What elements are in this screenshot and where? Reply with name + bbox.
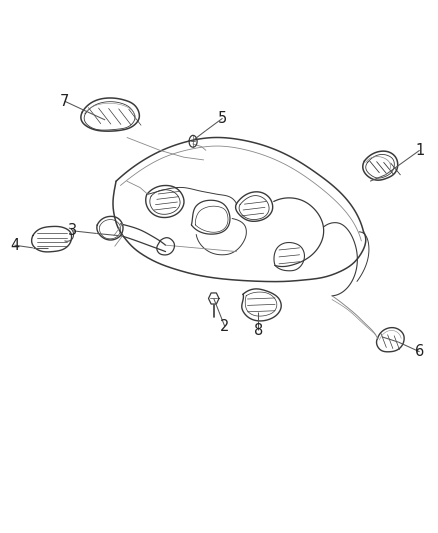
Text: 4: 4 — [10, 238, 19, 253]
Text: 6: 6 — [415, 344, 424, 359]
Text: 7: 7 — [60, 94, 70, 109]
Text: 3: 3 — [68, 223, 77, 238]
Text: 8: 8 — [254, 323, 263, 338]
Text: 2: 2 — [220, 319, 230, 334]
Text: 5: 5 — [218, 111, 227, 126]
Text: 1: 1 — [415, 143, 424, 158]
